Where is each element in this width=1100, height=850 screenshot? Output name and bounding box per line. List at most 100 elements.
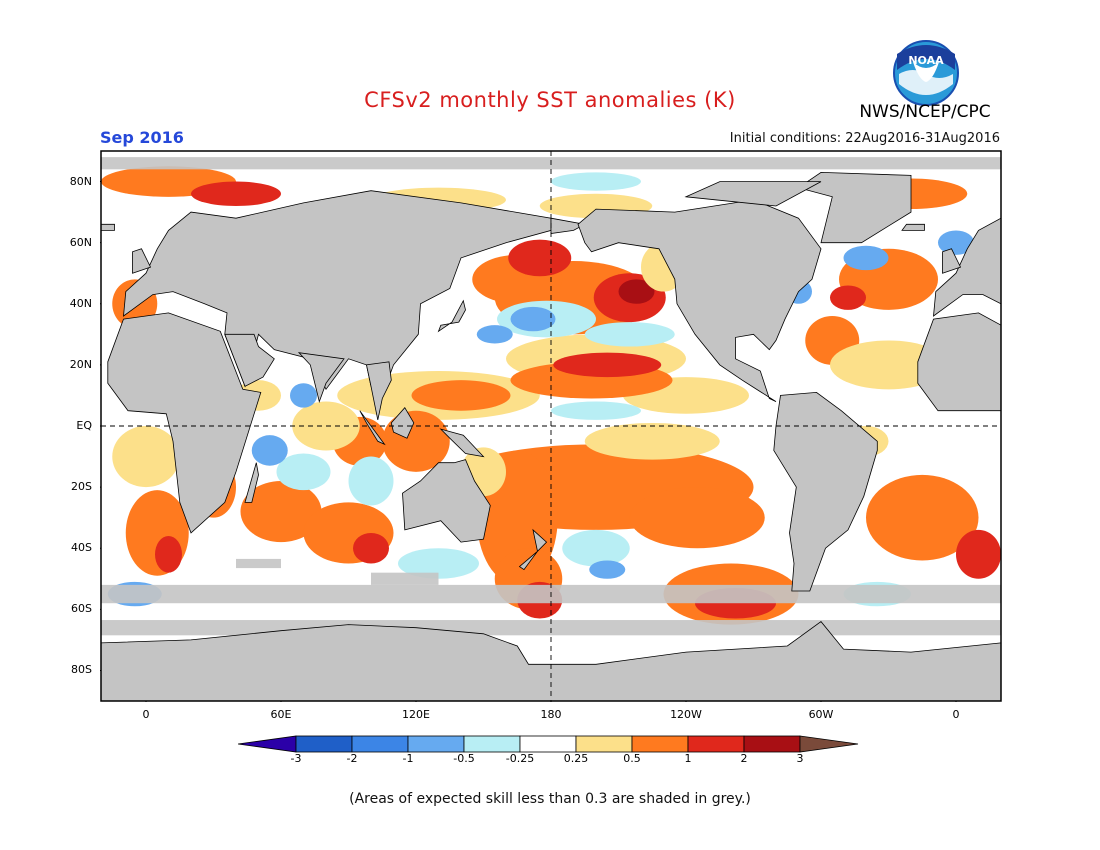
sst-anomaly-map [100,150,1002,702]
colorbar [238,735,859,753]
forecast-month: Sep 2016 [100,128,184,147]
colorbar-segment [631,735,689,753]
logo-text: NOAA [908,54,944,67]
colorbar-segment [519,735,577,753]
low-skill-area [236,558,281,569]
colorbar-label: -0.5 [453,752,475,765]
land-greenland [797,171,912,244]
reference-lines [101,151,1001,701]
land-sumatra [359,410,386,446]
organization-label: NWS/NCEP/CPC [859,102,991,122]
colorbar-label: 1 [684,752,692,765]
anomaly-patch [398,548,479,579]
chart-title: CFSv2 monthly SST anomalies (K) [364,88,736,112]
map-ticks [100,181,957,702]
anomaly-patch [155,536,182,573]
land-africa [107,312,262,534]
latitude-label: 60N [69,235,92,249]
land-india [297,352,345,403]
colorbar-min-arrow [238,735,297,753]
land-se-asia [366,361,392,420]
skill-footnote: (Areas of expected skill less than 0.3 a… [349,791,751,807]
anomaly-patch [629,487,765,549]
land-australia [402,459,491,543]
land-masses [101,171,1001,701]
anomaly-patch [553,352,662,378]
anomaly-patch [348,456,394,506]
anomaly-patch [112,426,180,488]
anomaly-patch [276,453,331,491]
anomaly-patch [510,306,556,332]
anomaly-patch [618,279,655,304]
anomaly-patch [843,245,889,271]
anomaly-patch [551,172,641,191]
anomaly-patch [508,239,572,277]
anomaly-patch [476,325,513,344]
colorbar-segment [687,735,745,753]
low-skill-area [371,572,439,585]
initial-conditions: Initial conditions: 22Aug2016-31Aug2016 [729,131,1000,146]
latitude-label: 60S [71,602,92,616]
land-canada-islands [684,181,822,207]
land-iceland-wrap [901,223,925,231]
anomaly-patch [830,285,866,310]
land-north-america [577,199,822,402]
land-new-guinea [439,428,485,458]
land-europe-wrap [933,217,1001,317]
latitude-label: 20S [71,480,92,494]
colorbar-label: 2 [740,752,748,765]
land-iceland [101,223,115,231]
anomaly-patch [240,481,322,543]
colorbar-label: -3 [290,752,302,765]
land-antarctica [101,621,1001,701]
anomaly-patch [866,474,979,561]
land-borneo [390,407,415,439]
land-uk [132,248,152,274]
anomaly-patch [938,230,974,255]
colorbar-segment [575,735,633,753]
colorbar-label: -2 [346,752,358,765]
colorbar-segment [743,735,801,753]
latitude-label: 80S [71,663,92,677]
land-eurasia-east [550,217,586,234]
anomaly-patch [191,181,281,206]
longitude-label: 180 [540,708,562,721]
land-africa-wrap [917,312,1001,412]
anomaly-patch [411,380,511,411]
anomaly-patch [589,560,626,579]
colorbar-label: -0.25 [505,752,535,765]
latitude-label: 40S [71,541,92,555]
anomaly-patch [584,322,675,347]
anomaly-patch [551,401,641,420]
colorbar-segment [463,735,521,753]
longitude-label: 120E [402,708,430,721]
colorbar-segment [351,735,409,753]
colorbar-label: -1 [402,752,414,765]
anomaly-patch [584,422,720,460]
longitude-label: 0 [142,708,150,721]
latitude-label: 40N [69,296,92,310]
longitude-label: 0 [952,708,960,721]
colorbar-label: 3 [796,752,804,765]
land-new-zealand [518,528,548,571]
colorbar-max-arrow [799,735,859,753]
longitude-label: 60W [808,708,834,721]
land-arabia [224,333,275,387]
colorbar-segment [295,735,353,753]
land-japan [437,299,466,333]
colorbar-segment [407,735,465,753]
anomaly-patch [562,529,630,567]
anomaly-patch [956,529,1001,579]
longitude-label: 120W [670,708,702,721]
latitude-label: 20N [69,357,92,371]
colorbar-label: 0.25 [563,752,589,765]
land-uk-wrap [942,248,962,274]
latitude-label: EQ [76,419,92,432]
anomaly-patch [290,383,317,408]
anomaly-patch [251,435,288,466]
latitude-label: 80N [69,174,92,188]
land-madagascar [244,462,259,503]
colorbar-label: 0.5 [623,752,641,765]
longitude-label: 60E [270,708,292,721]
noaa-logo: NOAA [893,40,959,106]
